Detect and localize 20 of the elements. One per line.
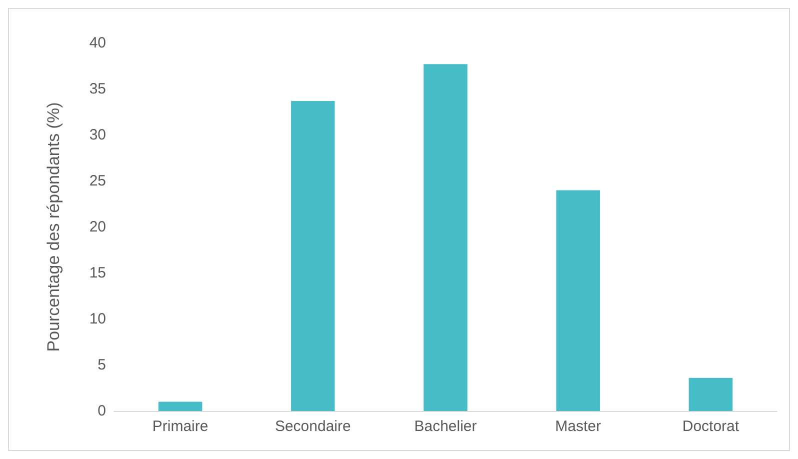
y-tick-label: 35 — [89, 80, 106, 98]
x-tick-label: Doctorat — [682, 418, 740, 435]
bar — [556, 190, 600, 411]
y-tick-label: 0 — [98, 402, 106, 420]
bar — [291, 100, 335, 411]
bar — [688, 378, 733, 411]
y-tick-label: 30 — [89, 126, 106, 144]
bar — [158, 402, 202, 411]
x-tick-label: Master — [555, 418, 602, 435]
y-tick-label: 20 — [89, 218, 106, 236]
bar — [424, 64, 468, 411]
y-tick-label: 15 — [89, 264, 106, 282]
y-tick-label: 10 — [89, 310, 106, 328]
x-tick-label: Bachelier — [414, 418, 477, 435]
y-tick-label: 25 — [89, 172, 106, 190]
y-axis-title: Pourcentage des répondants (%) — [44, 102, 63, 352]
y-tick-label: 40 — [89, 34, 106, 52]
x-tick-label: Secondaire — [274, 418, 351, 435]
x-tick-label: Primaire — [152, 418, 208, 435]
y-tick-label: 5 — [98, 356, 106, 374]
